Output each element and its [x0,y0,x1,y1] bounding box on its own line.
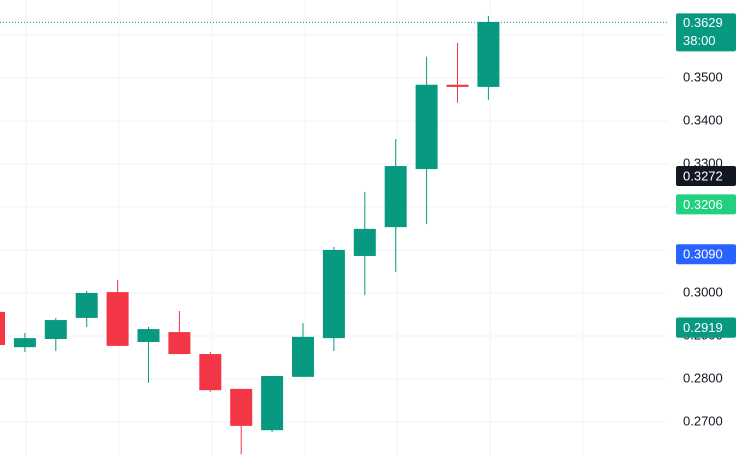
price-label: 0.3090 [683,247,723,262]
price-label-box [676,317,736,338]
candle-body [44,320,67,339]
y-tick-label: 0.2800 [683,370,723,385]
y-tick-label: 0.2700 [683,413,723,428]
candle-body [137,329,160,342]
price-label-box [676,244,736,265]
candle-body [322,249,345,339]
candle-body [353,228,376,256]
price-label: 0.2919 [683,320,723,335]
candle-body [415,84,438,170]
candle-body [384,166,407,228]
y-tick-label: 0.3000 [683,284,723,299]
candle-body [168,332,191,355]
price-label-box [676,194,736,215]
price-label-box [676,165,736,186]
candle-body [106,292,129,346]
candle-body [446,84,469,87]
y-tick-label: 0.3500 [683,69,723,84]
candle-body [261,375,284,431]
y-tick-label: 0.3400 [683,112,723,127]
last-price-box [676,13,736,52]
candle-body [75,292,98,318]
candle-body [230,388,253,426]
last-price-label: 0.3629 [683,15,723,30]
candle-body [477,21,500,87]
price-label: 0.3206 [683,197,723,212]
candle-body [199,354,222,391]
candle-body [0,311,5,346]
candle-body [13,338,36,348]
price-label: 0.3272 [683,168,723,183]
countdown-label: 38:00 [683,33,716,48]
time-grid [25,0,584,456]
candle-body [292,336,314,377]
